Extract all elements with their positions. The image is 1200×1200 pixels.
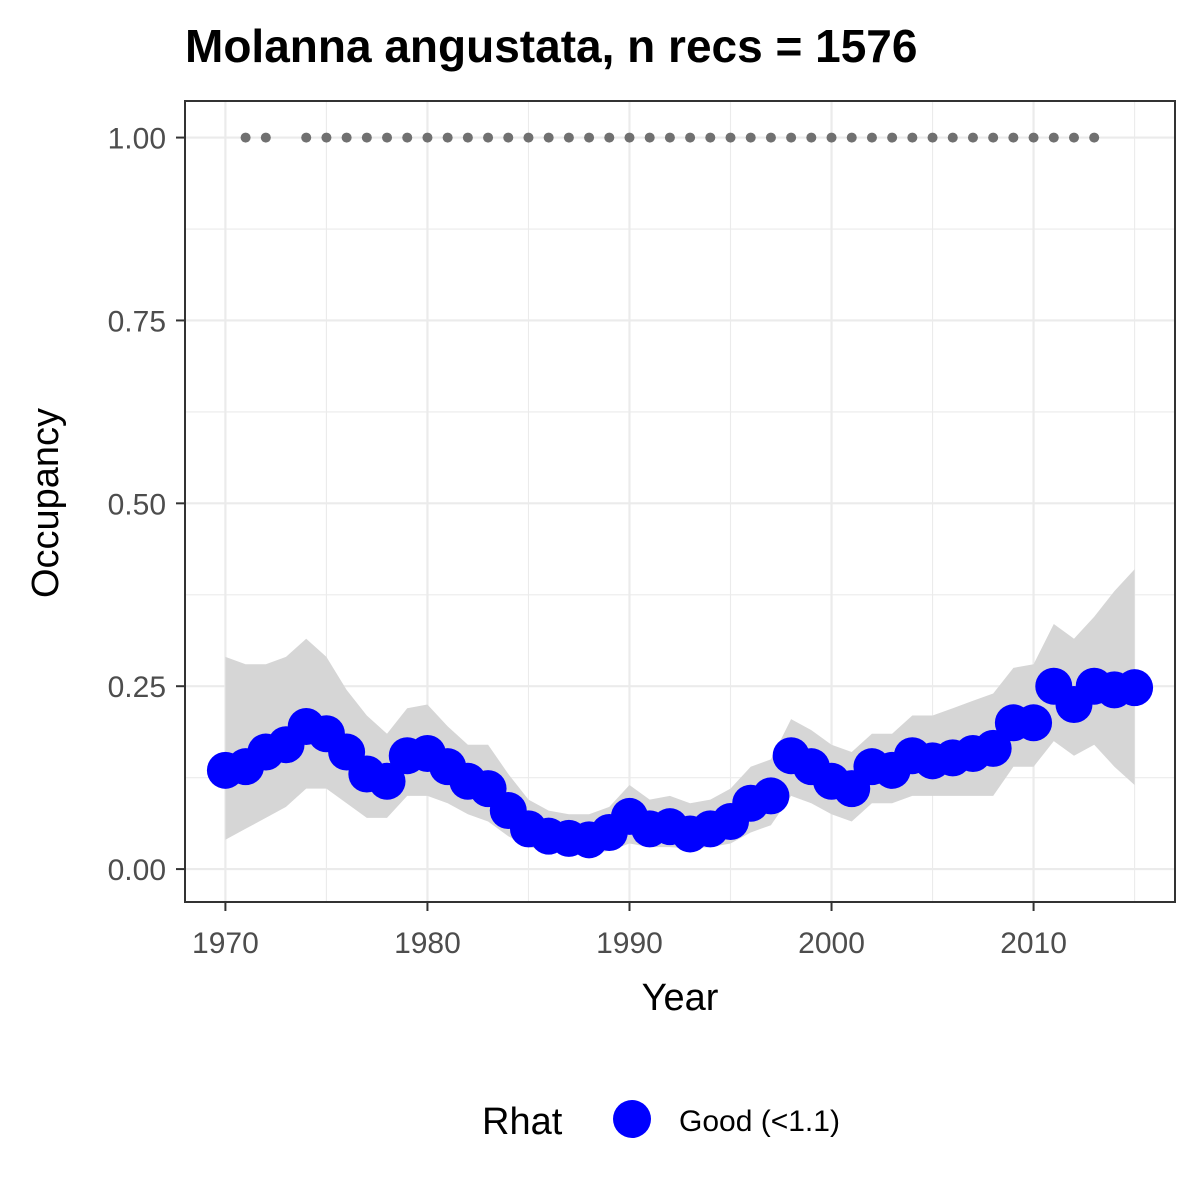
legend-key-good bbox=[613, 1100, 651, 1138]
record-dot bbox=[927, 132, 938, 143]
record-dot bbox=[826, 132, 837, 143]
occupancy-point bbox=[974, 729, 1012, 767]
record-dot bbox=[786, 132, 797, 143]
record-dot bbox=[260, 132, 271, 143]
record-dot bbox=[1068, 132, 1079, 143]
record-dot bbox=[563, 132, 574, 143]
record-dot bbox=[240, 132, 251, 143]
occupancy-point bbox=[752, 777, 790, 815]
record-dots-layer bbox=[240, 132, 1100, 143]
record-dot bbox=[907, 132, 918, 143]
record-dot bbox=[402, 132, 413, 143]
x-axis-title: Year bbox=[642, 977, 719, 1019]
record-dot bbox=[806, 132, 817, 143]
x-tick-label: 1970 bbox=[192, 927, 259, 960]
record-dot bbox=[947, 132, 958, 143]
legend: Rhat Good (<1.1) bbox=[482, 1100, 840, 1143]
record-dot bbox=[604, 132, 615, 143]
legend-label-good: Good (<1.1) bbox=[679, 1105, 840, 1138]
y-axis: 0.00 0.25 0.50 0.75 1.00 bbox=[108, 123, 185, 887]
record-dot bbox=[462, 132, 473, 143]
x-tick-label: 2010 bbox=[1000, 927, 1067, 960]
record-dot bbox=[705, 132, 716, 143]
record-dot bbox=[664, 132, 675, 143]
record-dot bbox=[361, 132, 372, 143]
y-tick-label: 0.00 bbox=[108, 854, 166, 887]
record-dot bbox=[422, 132, 433, 143]
record-dot bbox=[584, 132, 595, 143]
record-dot bbox=[442, 132, 453, 143]
record-dot bbox=[866, 132, 877, 143]
y-tick-label: 0.25 bbox=[108, 671, 166, 704]
record-dot bbox=[765, 132, 776, 143]
record-dot bbox=[725, 132, 736, 143]
record-dot bbox=[543, 132, 554, 143]
record-dot bbox=[967, 132, 978, 143]
record-dot bbox=[988, 132, 999, 143]
y-tick-label: 0.50 bbox=[108, 488, 166, 521]
x-tick-label: 2000 bbox=[798, 927, 865, 960]
record-dot bbox=[1028, 132, 1039, 143]
record-dot bbox=[483, 132, 494, 143]
x-axis: 1970 1980 1990 2000 2010 bbox=[192, 902, 1067, 960]
record-dot bbox=[503, 132, 514, 143]
record-dot bbox=[1008, 132, 1019, 143]
occupancy-point bbox=[368, 762, 406, 800]
legend-title: Rhat bbox=[482, 1101, 563, 1143]
x-tick-label: 1990 bbox=[596, 927, 663, 960]
record-dot bbox=[685, 132, 696, 143]
record-dot bbox=[887, 132, 898, 143]
record-dot bbox=[301, 132, 312, 143]
y-tick-label: 0.75 bbox=[108, 305, 166, 338]
record-dot bbox=[1048, 132, 1059, 143]
record-dot bbox=[523, 132, 534, 143]
record-dot bbox=[846, 132, 857, 143]
plot-panel-border bbox=[184, 100, 1176, 903]
record-dot bbox=[624, 132, 635, 143]
chart-title: Molanna angustata, n recs = 1576 bbox=[185, 20, 917, 72]
record-dot bbox=[341, 132, 352, 143]
occupancy-points-layer bbox=[206, 667, 1154, 859]
occupancy-point bbox=[1116, 669, 1154, 707]
y-tick-label: 1.00 bbox=[108, 123, 166, 156]
record-dot bbox=[321, 132, 332, 143]
record-dot bbox=[745, 132, 756, 143]
record-dot bbox=[382, 132, 393, 143]
x-tick-label: 1980 bbox=[394, 927, 461, 960]
record-dot bbox=[644, 132, 655, 143]
y-axis-title: Occupancy bbox=[25, 408, 67, 598]
occupancy-point bbox=[1015, 704, 1053, 742]
record-dot bbox=[1089, 132, 1100, 143]
